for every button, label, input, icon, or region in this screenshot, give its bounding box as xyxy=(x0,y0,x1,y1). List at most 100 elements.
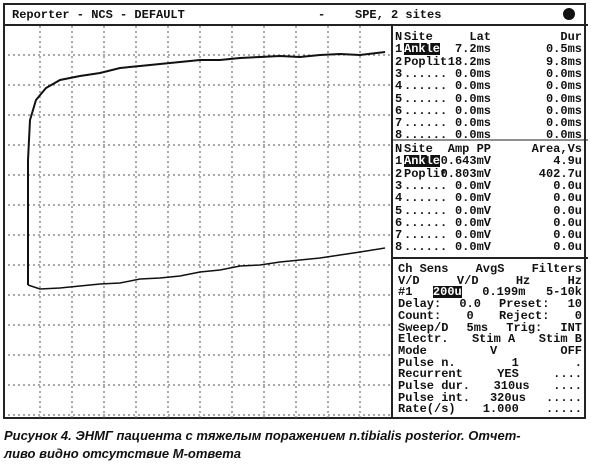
settings-cell: V/D xyxy=(456,273,479,288)
table-cell: 1 xyxy=(395,42,403,57)
settings-row: Pulse int. 320us..... xyxy=(398,392,582,404)
settings-cell: Count: xyxy=(398,308,442,323)
table-cell: 0.0u xyxy=(553,228,582,243)
caption-line: ливо видно отсутствие М-ответа xyxy=(4,446,241,461)
table-cell: 7 xyxy=(395,228,403,243)
table-cell: 0.0ms xyxy=(545,79,582,94)
device-screen xyxy=(3,3,586,419)
settings-cell: ..... xyxy=(545,402,582,417)
settings-cell: 1 xyxy=(511,355,519,370)
table-cell: 6 xyxy=(395,215,403,230)
table-cell: ...... xyxy=(404,91,448,106)
table-cell: 5 xyxy=(395,91,403,106)
settings-cell: Trig: xyxy=(506,320,543,335)
table-cell: 18.2ms xyxy=(447,54,491,69)
settings-cell: Mode xyxy=(398,343,427,358)
table-cell: 0.0u xyxy=(553,240,582,255)
table-cell: Ankle xyxy=(404,154,441,169)
table-cell: 9.8ms xyxy=(545,54,582,69)
table-cell: 0.0ms xyxy=(454,66,491,81)
header-info: SPE, 2 sites xyxy=(355,8,442,22)
table-cell: ...... xyxy=(404,228,448,243)
table-cell: 0.0mV xyxy=(454,191,491,206)
table-cell: 0.0ms xyxy=(454,91,491,106)
table-cell: 3 xyxy=(395,66,403,81)
settings-cell: 320us xyxy=(489,390,526,405)
settings-cell: Recurrent xyxy=(398,367,463,382)
column-header: N xyxy=(395,30,403,44)
column-header: Site xyxy=(404,30,433,44)
table-cell: 6 xyxy=(395,103,403,118)
settings-cell: 1.000 xyxy=(482,402,519,417)
table-cell: Ankle xyxy=(404,42,441,57)
table-cell: 0.0u xyxy=(553,203,582,218)
table-cell: 0.0ms xyxy=(454,128,491,143)
table-cell: 8 xyxy=(395,240,403,255)
settings-cell: AvgS xyxy=(475,262,505,276)
table-cell: 0.0ms xyxy=(545,128,582,143)
settings-cell: Pulse n. xyxy=(398,355,456,370)
table-cell: 0.0ms xyxy=(454,79,491,94)
table-cell: 8 xyxy=(395,128,403,143)
settings-cell: Hz xyxy=(567,273,582,288)
settings-cell: 310us xyxy=(493,379,530,393)
table-cell: ...... xyxy=(404,203,448,218)
table-cell: 0.0ms xyxy=(454,103,491,118)
settings-cell: Delay: xyxy=(398,297,442,312)
settings-row: Electr. Stim A Stim B xyxy=(398,333,582,345)
table-cell: 0.643mV xyxy=(440,154,491,169)
table-cell: 2 xyxy=(395,54,403,69)
trace-ankle xyxy=(27,51,386,285)
table-cell: 1 xyxy=(395,154,403,169)
table-cell: 4.9u xyxy=(553,154,582,169)
settings-cell: #1 xyxy=(398,285,413,300)
table-cell: 0.0ms xyxy=(545,103,582,118)
settings-cell: INT xyxy=(560,320,582,335)
settings-cell: Ch Sens xyxy=(398,262,449,276)
table-cell: 5 xyxy=(395,203,403,218)
settings-row: Sweep/D 5ms Trig: INT xyxy=(398,322,582,334)
settings-cell: 5ms xyxy=(466,320,489,335)
settings-row: Mode V OFF xyxy=(398,345,582,357)
settings-cell: Preset: xyxy=(499,297,550,312)
table-cell: 7 xyxy=(395,116,403,131)
settings-cell: Stim B xyxy=(538,332,582,347)
settings-cell: V/D xyxy=(398,273,420,288)
table-cell: 4 xyxy=(395,79,403,94)
table-cell: 0.0mV xyxy=(454,203,491,218)
table-cell: 0.0ms xyxy=(545,91,582,106)
column-header: Site xyxy=(404,142,433,156)
settings-cell: YES xyxy=(497,367,519,382)
settings-cell: 5-10k xyxy=(545,285,582,300)
settings-row: Delay: 0.0 Preset: 10 xyxy=(398,298,582,310)
column-header: Area,Vs xyxy=(531,142,582,156)
table-cell: ...... xyxy=(404,79,448,94)
settings-cell: 0 xyxy=(574,308,582,323)
table-cell: 0.0mV xyxy=(454,215,491,230)
column-header: Lat xyxy=(469,30,491,44)
settings-cell: Electr. xyxy=(398,332,449,347)
settings-cell: OFF xyxy=(560,343,582,358)
table-cell: ...... xyxy=(404,178,448,193)
table-cell: 0.0mV xyxy=(454,178,491,193)
settings-cell: Rate(/s) xyxy=(398,402,456,417)
table-cell: 4 xyxy=(395,191,403,206)
settings-cell: ..... xyxy=(545,390,582,405)
status-icon xyxy=(563,8,575,20)
table-cell: 2 xyxy=(395,166,403,181)
table-cell: ...... xyxy=(404,215,448,230)
trace-poplit xyxy=(27,247,386,290)
table-cell: 7.2ms xyxy=(454,42,491,57)
column-header: N xyxy=(395,142,403,156)
settings-cell: 0 xyxy=(466,308,474,323)
settings-cell: . xyxy=(574,355,582,370)
table-cell: 0.0u xyxy=(553,215,582,230)
table-cell: ...... xyxy=(404,66,448,81)
header-dash: - xyxy=(318,8,326,22)
settings-cell: .... xyxy=(553,367,582,382)
settings-row: #1 200u 0.199m 5-10k xyxy=(398,285,582,300)
settings-cell: Sweep/D xyxy=(398,320,449,335)
table-cell: 0.0mV xyxy=(454,240,491,255)
settings-row: Ch Sens AvgS Filters xyxy=(398,263,582,275)
table-cell: 0.0u xyxy=(553,191,582,206)
